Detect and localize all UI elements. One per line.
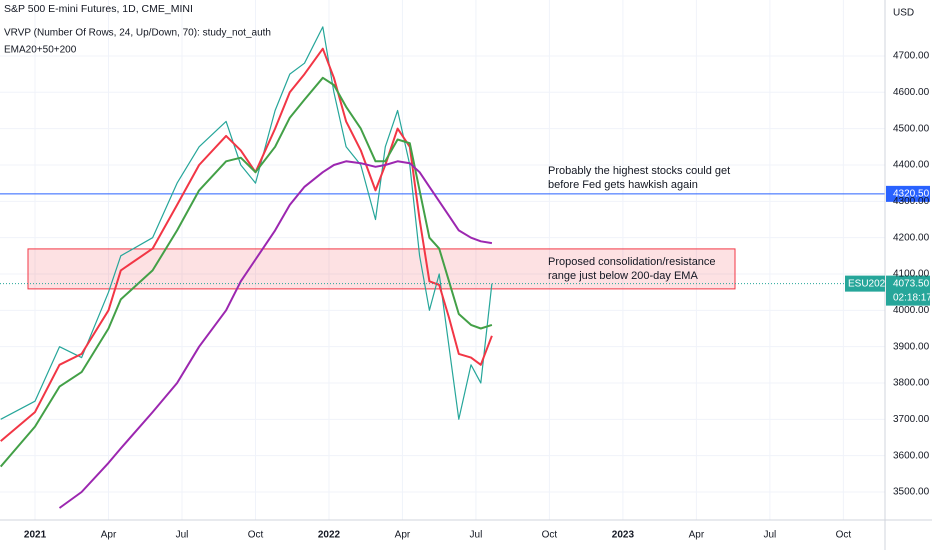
y-tick-label: 3500.00 [893, 487, 930, 498]
annotation: before Fed gets hawkish again [548, 179, 698, 191]
annotation: Probably the highest stocks could get [548, 165, 730, 177]
x-tick-label: 2023 [612, 530, 635, 541]
countdown: 02:18:17 [893, 292, 932, 303]
indicator: VRVP (Number Of Rows, 24, Up/Down, 70): … [4, 28, 271, 39]
y-tick-label: 4300.00 [893, 196, 930, 207]
y-tick-label: 4400.00 [893, 160, 930, 171]
x-tick-label: Oct [542, 530, 558, 541]
chart-title: S&P 500 E-mini Futures, 1D, CME_MINI [4, 3, 193, 15]
last-price-label: 4073.50 [893, 278, 930, 289]
indicator: EMA20+50+200 [4, 45, 77, 56]
x-tick-label: Jul [763, 530, 776, 541]
y-tick-label: 4600.00 [893, 87, 930, 98]
y-tick-label: 4100.00 [893, 269, 930, 280]
x-tick-label: Jul [470, 530, 483, 541]
x-tick-label: Jul [176, 530, 189, 541]
ema-line [0, 47, 493, 442]
y-tick-label: 4000.00 [893, 305, 930, 316]
last-price-tag [886, 275, 930, 306]
currency: USD [893, 8, 914, 19]
ema-line [58, 160, 493, 509]
x-tick-label: Oct [248, 530, 264, 541]
x-tick-label: Apr [101, 530, 117, 541]
y-tick-label: 4200.00 [893, 232, 930, 243]
resistance-zone [27, 248, 736, 290]
price-tag [886, 185, 930, 202]
y-tick-label: 4700.00 [893, 51, 930, 62]
x-tick-label: 2021 [24, 530, 47, 541]
x-tick-label: Oct [836, 530, 852, 541]
y-tick-label: 3600.00 [893, 450, 930, 461]
price-line [0, 26, 493, 420]
annotation: Proposed consolidation/resistance [548, 256, 716, 268]
x-tick-label: 2022 [318, 530, 341, 541]
symbol-tag-label: ESU2022 [848, 278, 891, 289]
y-tick-label: 3700.00 [893, 414, 930, 425]
y-tick-label: 4500.00 [893, 123, 930, 134]
symbol-tag [845, 275, 885, 292]
overlay: Probably the highest stocks could get bef… [548, 165, 932, 306]
annotation: range just below 200-day EMA [548, 270, 698, 282]
y-tick-label: 3900.00 [893, 341, 930, 352]
plot [0, 26, 885, 509]
x-tick-label: Apr [395, 530, 411, 541]
price-tag-label: 4320.50 [893, 189, 930, 200]
y-tick-label: 3800.00 [893, 378, 930, 389]
ema-line [0, 76, 493, 468]
x-tick-label: Apr [689, 530, 705, 541]
